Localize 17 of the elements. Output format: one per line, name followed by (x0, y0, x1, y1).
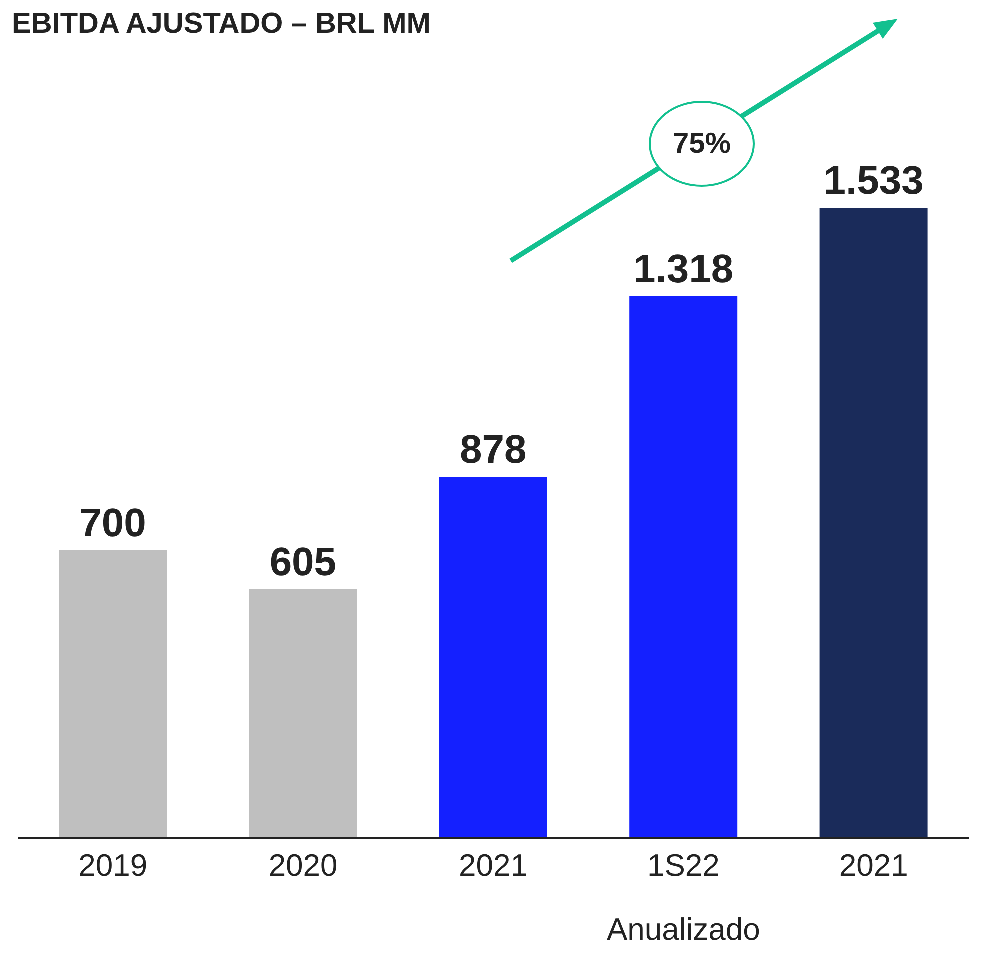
bar (630, 296, 738, 838)
data-label: 605 (270, 540, 337, 584)
x-tick-label: 2020 (268, 848, 338, 883)
chart-title: EBITDA AJUSTADO – BRL MM (12, 8, 431, 41)
data-label: 878 (460, 428, 527, 472)
x-tick-label: 2021 (459, 848, 528, 883)
bar (439, 477, 548, 838)
data-label: 1.318 (634, 247, 734, 292)
bar (820, 208, 928, 838)
x-tick-label: 1S22 Anualizado (606, 848, 760, 947)
bar (59, 550, 167, 838)
x-tick-label: 2019 (78, 848, 148, 883)
data-label: 700 (80, 501, 146, 546)
bar (249, 589, 358, 838)
x-tick-label: 2021 (839, 848, 908, 883)
data-label: 1.533 (824, 159, 924, 203)
text: 75% (672, 128, 732, 161)
